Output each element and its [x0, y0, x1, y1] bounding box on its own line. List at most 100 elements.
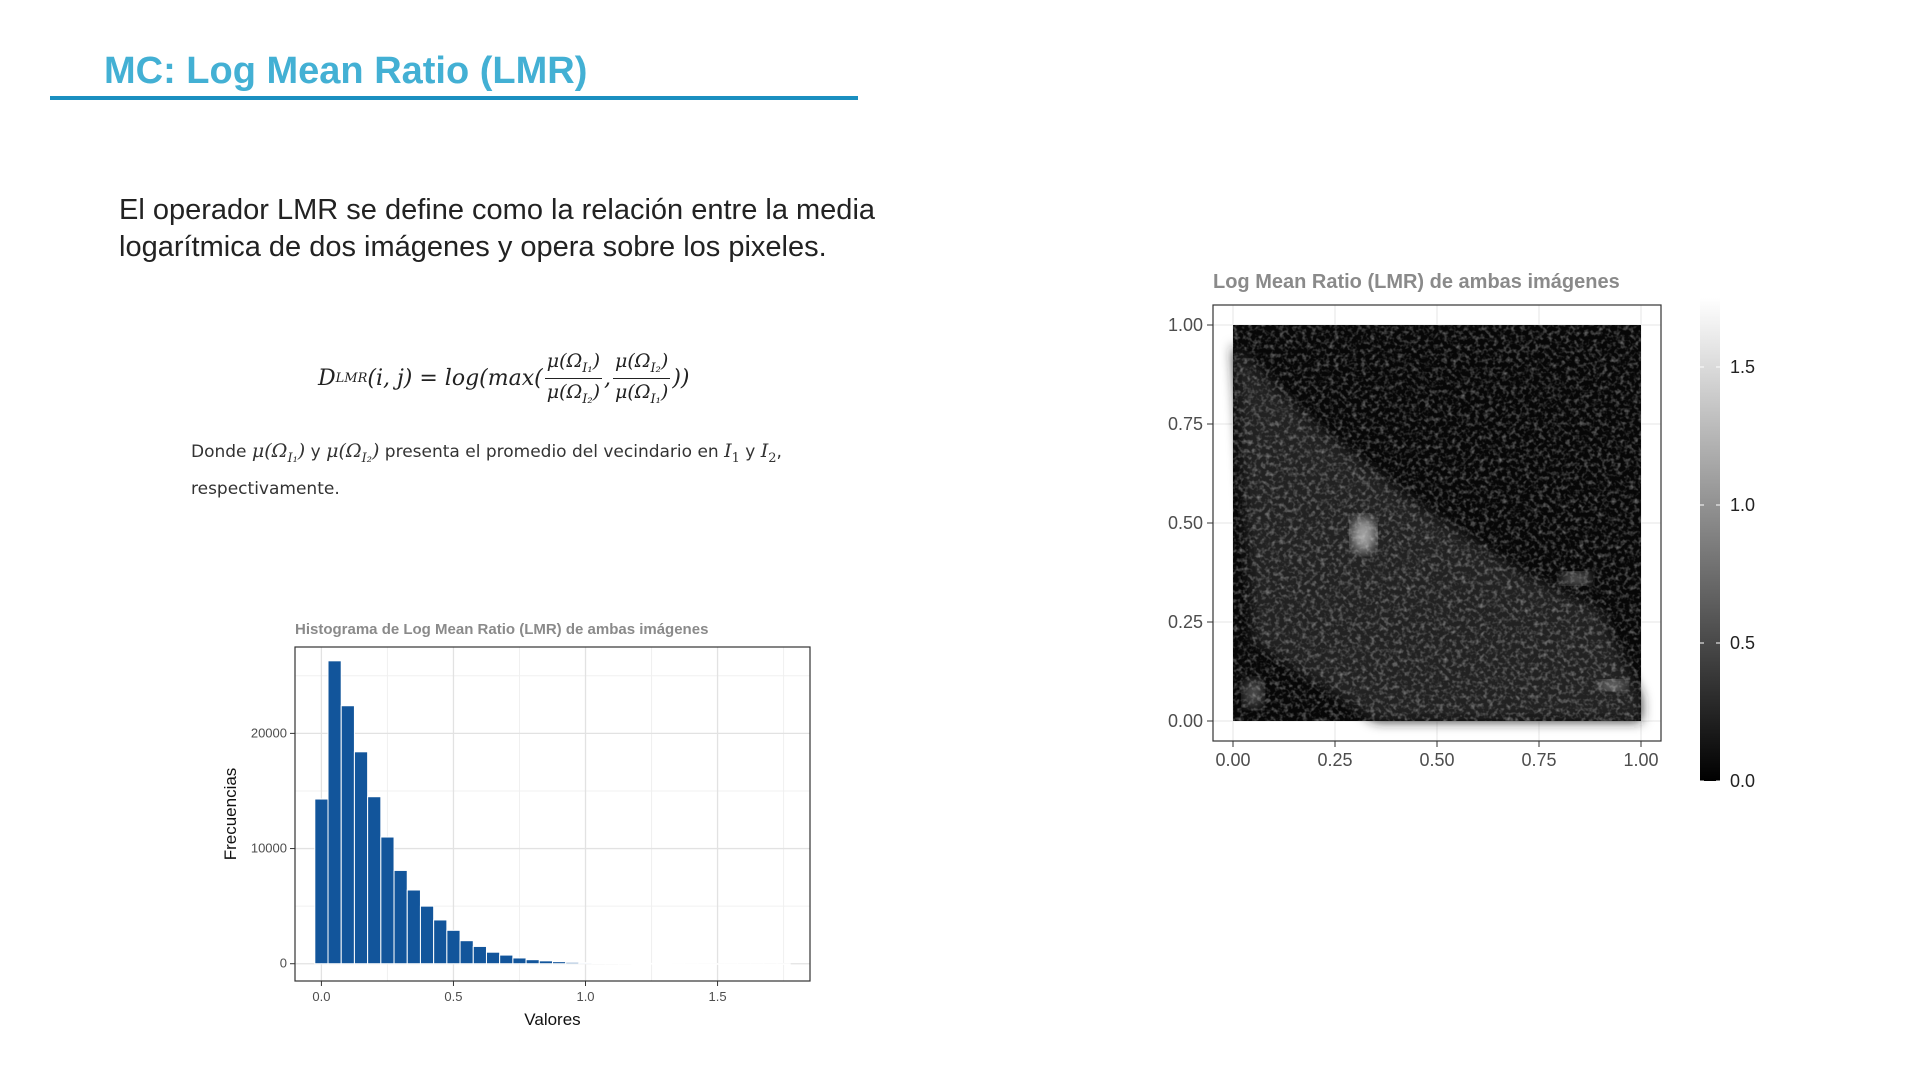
- lmr-heatmap-chart: Log Mean Ratio (LMR) de ambas imágenes 0.…: [1168, 271, 1755, 791]
- histogram-bar: [406, 889, 421, 965]
- heatmap-hotspot: [1559, 572, 1592, 585]
- formula-comma: ,: [604, 365, 612, 391]
- f2-den-close: ): [660, 380, 669, 403]
- heatmap-y-tick-label: 0.75: [1168, 414, 1203, 434]
- formula-note: Donde μ(ΩI₁) y μ(ΩI₂) presenta el promed…: [191, 436, 846, 504]
- histogram-bar: [340, 705, 355, 965]
- slide-title: MC: Log Mean Ratio (LMR): [104, 50, 588, 92]
- heatmap-x-tick-label: 1.00: [1623, 750, 1658, 770]
- colorbar-tick-label: 1.0: [1730, 495, 1755, 515]
- heatmap-y-tick-label: 0.50: [1168, 513, 1203, 533]
- histogram-bar: [591, 962, 606, 965]
- histogram-y-axis-label: Frecuencias: [221, 768, 240, 861]
- histogram-x-tick-label: 1.0: [576, 989, 594, 1004]
- histogram-y-tick-label: 0: [280, 956, 287, 971]
- histogram-bar: [631, 962, 646, 965]
- note-text-5: , respectivamente.: [191, 442, 782, 499]
- note-image-2: I: [760, 440, 769, 462]
- histogram-x-tick-label: 0.5: [444, 989, 462, 1004]
- histogram-bar: [327, 660, 342, 965]
- note-mu-2-close: ): [371, 440, 380, 462]
- histogram-bar: [710, 963, 725, 965]
- f1-den-close: ): [592, 380, 601, 403]
- histogram-bar: [419, 905, 435, 965]
- histogram-x-tick-label: 1.5: [709, 989, 727, 1004]
- histogram-bar: [723, 963, 738, 965]
- histogram-bar: [485, 951, 501, 965]
- f2-num-close: ): [660, 350, 669, 372]
- histogram-bar: [433, 919, 448, 965]
- histogram-bar: [353, 751, 369, 965]
- f2-num-sub: I₂: [650, 360, 661, 376]
- note-text-2: y: [310, 442, 321, 462]
- heatmap-x-tick-label: 0.75: [1521, 750, 1556, 770]
- lmr-formula: D LMR (i, j) = log(max( μ(ΩI₁) μ(ΩI₂) , μ…: [318, 350, 690, 407]
- formula-lhs-sub: LMR: [335, 370, 368, 386]
- histogram-bar: [393, 869, 408, 965]
- note-mu-2: μ(Ω: [326, 440, 362, 462]
- histogram-bar: [618, 962, 633, 965]
- histogram-bar: [525, 959, 540, 965]
- note-text-1: Donde: [191, 442, 247, 462]
- colorbar-tick-label: 0.0: [1730, 771, 1755, 791]
- note-mu-1: μ(Ω: [251, 440, 288, 462]
- formula-fraction-2: μ(ΩI₂) μ(ΩI₁): [613, 350, 671, 407]
- histogram-bar: [472, 945, 487, 965]
- f1-den: μ(Ω: [546, 380, 583, 403]
- f2-num: μ(Ω: [615, 350, 651, 372]
- note-mu-2-sub: I₂: [361, 450, 372, 466]
- histogram-title: Histograma de Log Mean Ratio (LMR) de am…: [295, 621, 708, 638]
- formula-fraction-1: μ(ΩI₁) μ(ΩI₂): [544, 350, 603, 407]
- histogram-bar: [565, 961, 580, 965]
- histogram-bar: [763, 963, 778, 965]
- heatmap-x-tick-label: 0.25: [1317, 750, 1352, 770]
- histogram-x-tick-label: 0.0: [312, 989, 330, 1004]
- histogram-bar: [578, 962, 593, 965]
- f1-num-sub: I₁: [582, 360, 593, 376]
- f1-num-close: ): [592, 350, 601, 372]
- histogram-bar: [367, 796, 382, 965]
- histogram-bar: [776, 963, 791, 965]
- histogram-bar: [750, 963, 765, 965]
- heatmap-title: Log Mean Ratio (LMR) de ambas imágenes: [1213, 271, 1620, 293]
- f1-num: μ(Ω: [546, 350, 583, 372]
- colorbar-tick-label: 1.5: [1730, 357, 1755, 377]
- heatmap-x-tick-label: 0.50: [1419, 750, 1454, 770]
- histogram-bar: [604, 962, 620, 965]
- heatmap-hotspot: [1598, 680, 1627, 691]
- heatmap-y-tick-label: 1.00: [1168, 315, 1203, 335]
- histogram-bar: [380, 836, 395, 965]
- histogram-bar: [538, 960, 553, 965]
- histogram-bar: [552, 961, 567, 965]
- histogram-bar: [684, 963, 699, 965]
- histogram-y-tick-label: 20000: [251, 725, 287, 740]
- note-image-1-sub: 1: [731, 450, 740, 466]
- note-image-1: I: [724, 440, 732, 462]
- histogram-bar: [512, 957, 527, 965]
- histogram-bar: [670, 963, 686, 965]
- histogram-bar: [314, 798, 329, 965]
- note-image-2-sub: 2: [768, 450, 777, 466]
- histogram-border: [294, 646, 811, 982]
- note-mu-1-sub: I₁: [287, 450, 298, 466]
- histogram-bar: [736, 963, 752, 965]
- heatmap-speckle: [1233, 325, 1641, 721]
- histogram-bar: [697, 963, 712, 965]
- note-text-3: presenta el promedio del vecindario en: [384, 442, 719, 462]
- f2-den-sub: I₁: [650, 391, 661, 407]
- histogram-y-tick-label: 10000: [251, 841, 287, 856]
- colorbar: [1700, 298, 1720, 781]
- note-text-4: y: [745, 442, 756, 462]
- note-mu-1-close: ): [297, 440, 306, 462]
- histogram-chart: Histograma de Log Mean Ratio (LMR) de am…: [221, 621, 811, 1029]
- histogram-x-axis-label: Valores: [524, 1010, 580, 1029]
- formula-close: )): [672, 365, 690, 391]
- heatmap-y-tick-label: 0.00: [1168, 711, 1203, 731]
- heatmap-x-tick-label: 0.00: [1215, 750, 1250, 770]
- histogram-bar: [657, 962, 672, 965]
- formula-lhs: D: [318, 365, 336, 391]
- heatmap-y-tick-label: 0.25: [1168, 612, 1203, 632]
- heatmap-hotspot: [1243, 679, 1264, 708]
- histogram-bar: [459, 940, 474, 965]
- histogram-bar: [644, 962, 659, 965]
